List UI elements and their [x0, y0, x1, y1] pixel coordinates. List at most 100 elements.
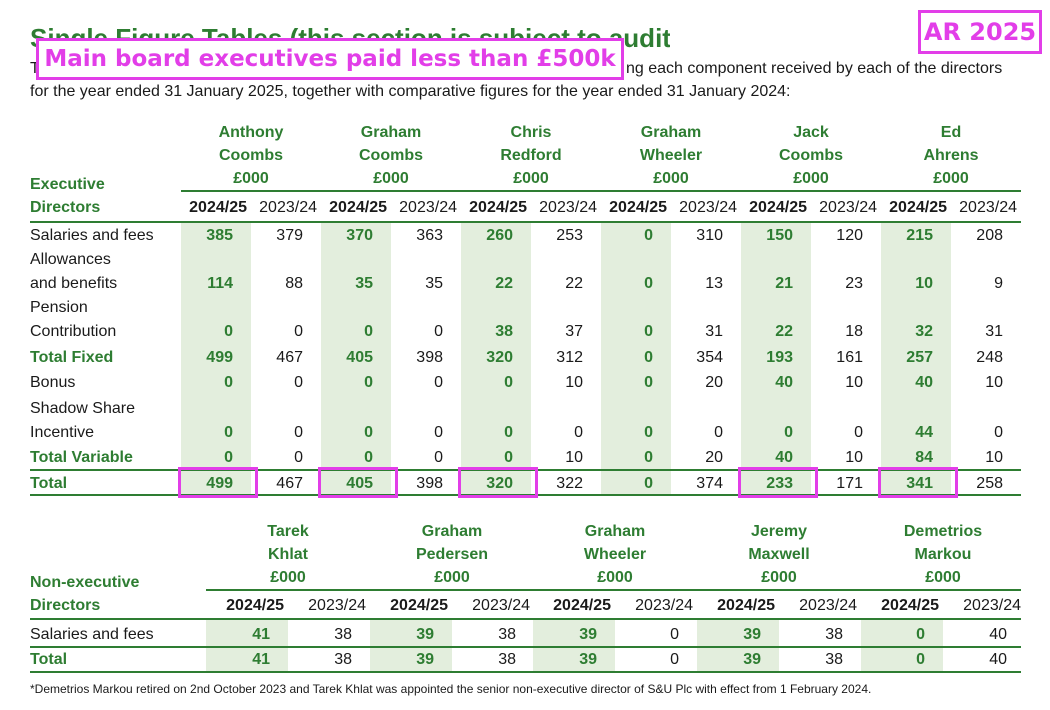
value-prior: 467	[276, 475, 303, 492]
footnote: *Demetrios Markou retired on 2nd October…	[30, 682, 872, 696]
year-label-prior: 2023/24	[679, 199, 737, 216]
value-current: 32	[915, 323, 933, 340]
director-name: Pedersen	[415, 546, 489, 563]
director-name: Anthony	[218, 124, 284, 141]
value-current: 39	[579, 651, 597, 668]
value-prior: 374	[696, 475, 723, 492]
value-current: 21	[775, 275, 793, 292]
value-current: 22	[495, 275, 513, 292]
value-current: 0	[784, 424, 793, 441]
year-label-prior: 2023/24	[399, 199, 457, 216]
director-name: Graham	[640, 124, 702, 141]
director-unit: £000	[761, 569, 797, 586]
value-current: 40	[775, 449, 793, 466]
current-year-shade	[206, 619, 288, 672]
value-prior: 0	[294, 449, 303, 466]
value-current: 405	[346, 475, 373, 492]
director-unit: £000	[933, 170, 969, 187]
year-label-prior: 2023/24	[259, 199, 317, 216]
value-current: 0	[644, 424, 653, 441]
year-label-current: 2024/25	[609, 199, 667, 216]
value-current: 260	[486, 227, 513, 244]
intro-line-1: ng each component received by each of th…	[626, 60, 1003, 77]
value-prior: 18	[845, 323, 863, 340]
value-prior: 38	[825, 651, 843, 668]
total-highlight	[458, 467, 538, 498]
value-prior: 161	[836, 349, 863, 366]
value-current: 320	[486, 349, 513, 366]
year-label-current: 2024/25	[226, 597, 284, 614]
value-prior: 312	[556, 349, 583, 366]
value-prior: 88	[285, 275, 303, 292]
value-current: 0	[644, 275, 653, 292]
value-current: 0	[644, 323, 653, 340]
value-current: 39	[416, 626, 434, 643]
year-label-current: 2024/25	[390, 597, 448, 614]
value-prior: 0	[854, 424, 863, 441]
director-unit: £000	[373, 170, 409, 187]
value-current: 0	[364, 449, 373, 466]
value-prior: 0	[994, 424, 1003, 441]
value-prior: 171	[836, 475, 863, 492]
director-name: Wheeler	[583, 546, 647, 563]
row-label: Salaries and fees	[30, 227, 154, 244]
year-label-prior: 2023/24	[308, 597, 366, 614]
value-prior: 398	[416, 349, 443, 366]
year-rule	[30, 221, 1021, 223]
year-rule	[30, 618, 1021, 620]
year-label-prior: 2023/24	[539, 199, 597, 216]
value-current: 0	[916, 626, 925, 643]
row-label: Allowances	[30, 251, 111, 268]
current-year-shade	[741, 222, 811, 495]
value-prior: 208	[976, 227, 1003, 244]
value-current: 370	[346, 227, 373, 244]
director-unit: £000	[434, 569, 470, 586]
value-prior: 35	[425, 275, 443, 292]
value-prior: 120	[836, 227, 863, 244]
year-label-prior: 2023/24	[819, 199, 877, 216]
value-current: 0	[224, 424, 233, 441]
value-prior: 22	[565, 275, 583, 292]
year-label-prior: 2023/24	[472, 597, 530, 614]
bottom-rule	[30, 671, 1021, 673]
value-prior: 10	[845, 374, 863, 391]
row-label: and benefits	[30, 275, 118, 292]
total-rule	[30, 469, 1021, 471]
value-current: 405	[346, 349, 373, 366]
year-label-prior: 2023/24	[959, 199, 1017, 216]
current-year-shade	[461, 222, 531, 495]
year-label-current: 2024/25	[749, 199, 807, 216]
value-prior: 38	[334, 626, 352, 643]
director-name: Coombs	[779, 147, 843, 164]
director-unit: £000	[925, 569, 961, 586]
value-current: 0	[224, 374, 233, 391]
value-prior: 467	[276, 349, 303, 366]
value-prior: 322	[556, 475, 583, 492]
value-prior: 31	[985, 323, 1003, 340]
director-name: Jack	[793, 124, 829, 141]
total-highlight	[178, 467, 258, 498]
value-current: 341	[906, 475, 933, 492]
director-name: Markou	[914, 546, 972, 563]
current-year-shade	[370, 619, 452, 672]
value-current: 499	[206, 349, 233, 366]
value-current: 0	[224, 449, 233, 466]
total-rule	[30, 646, 1021, 648]
value-current: 150	[766, 227, 793, 244]
header-rule	[206, 589, 1021, 591]
value-prior: 248	[976, 349, 1003, 366]
value-prior: 10	[565, 374, 583, 391]
value-current: 40	[915, 374, 933, 391]
director-name: Coombs	[219, 147, 283, 164]
value-current: 0	[504, 374, 513, 391]
year-label-current: 2024/25	[889, 199, 947, 216]
current-year-shade	[533, 619, 615, 672]
value-prior: 0	[434, 323, 443, 340]
annotation-banner: Main board executives paid less than £50…	[36, 38, 624, 80]
value-current: 0	[644, 374, 653, 391]
year-label-prior: 2023/24	[963, 597, 1021, 614]
section-label: Directors	[30, 597, 101, 614]
director-unit: £000	[513, 170, 549, 187]
value-current: 44	[915, 424, 933, 441]
year-label-current: 2024/25	[329, 199, 387, 216]
